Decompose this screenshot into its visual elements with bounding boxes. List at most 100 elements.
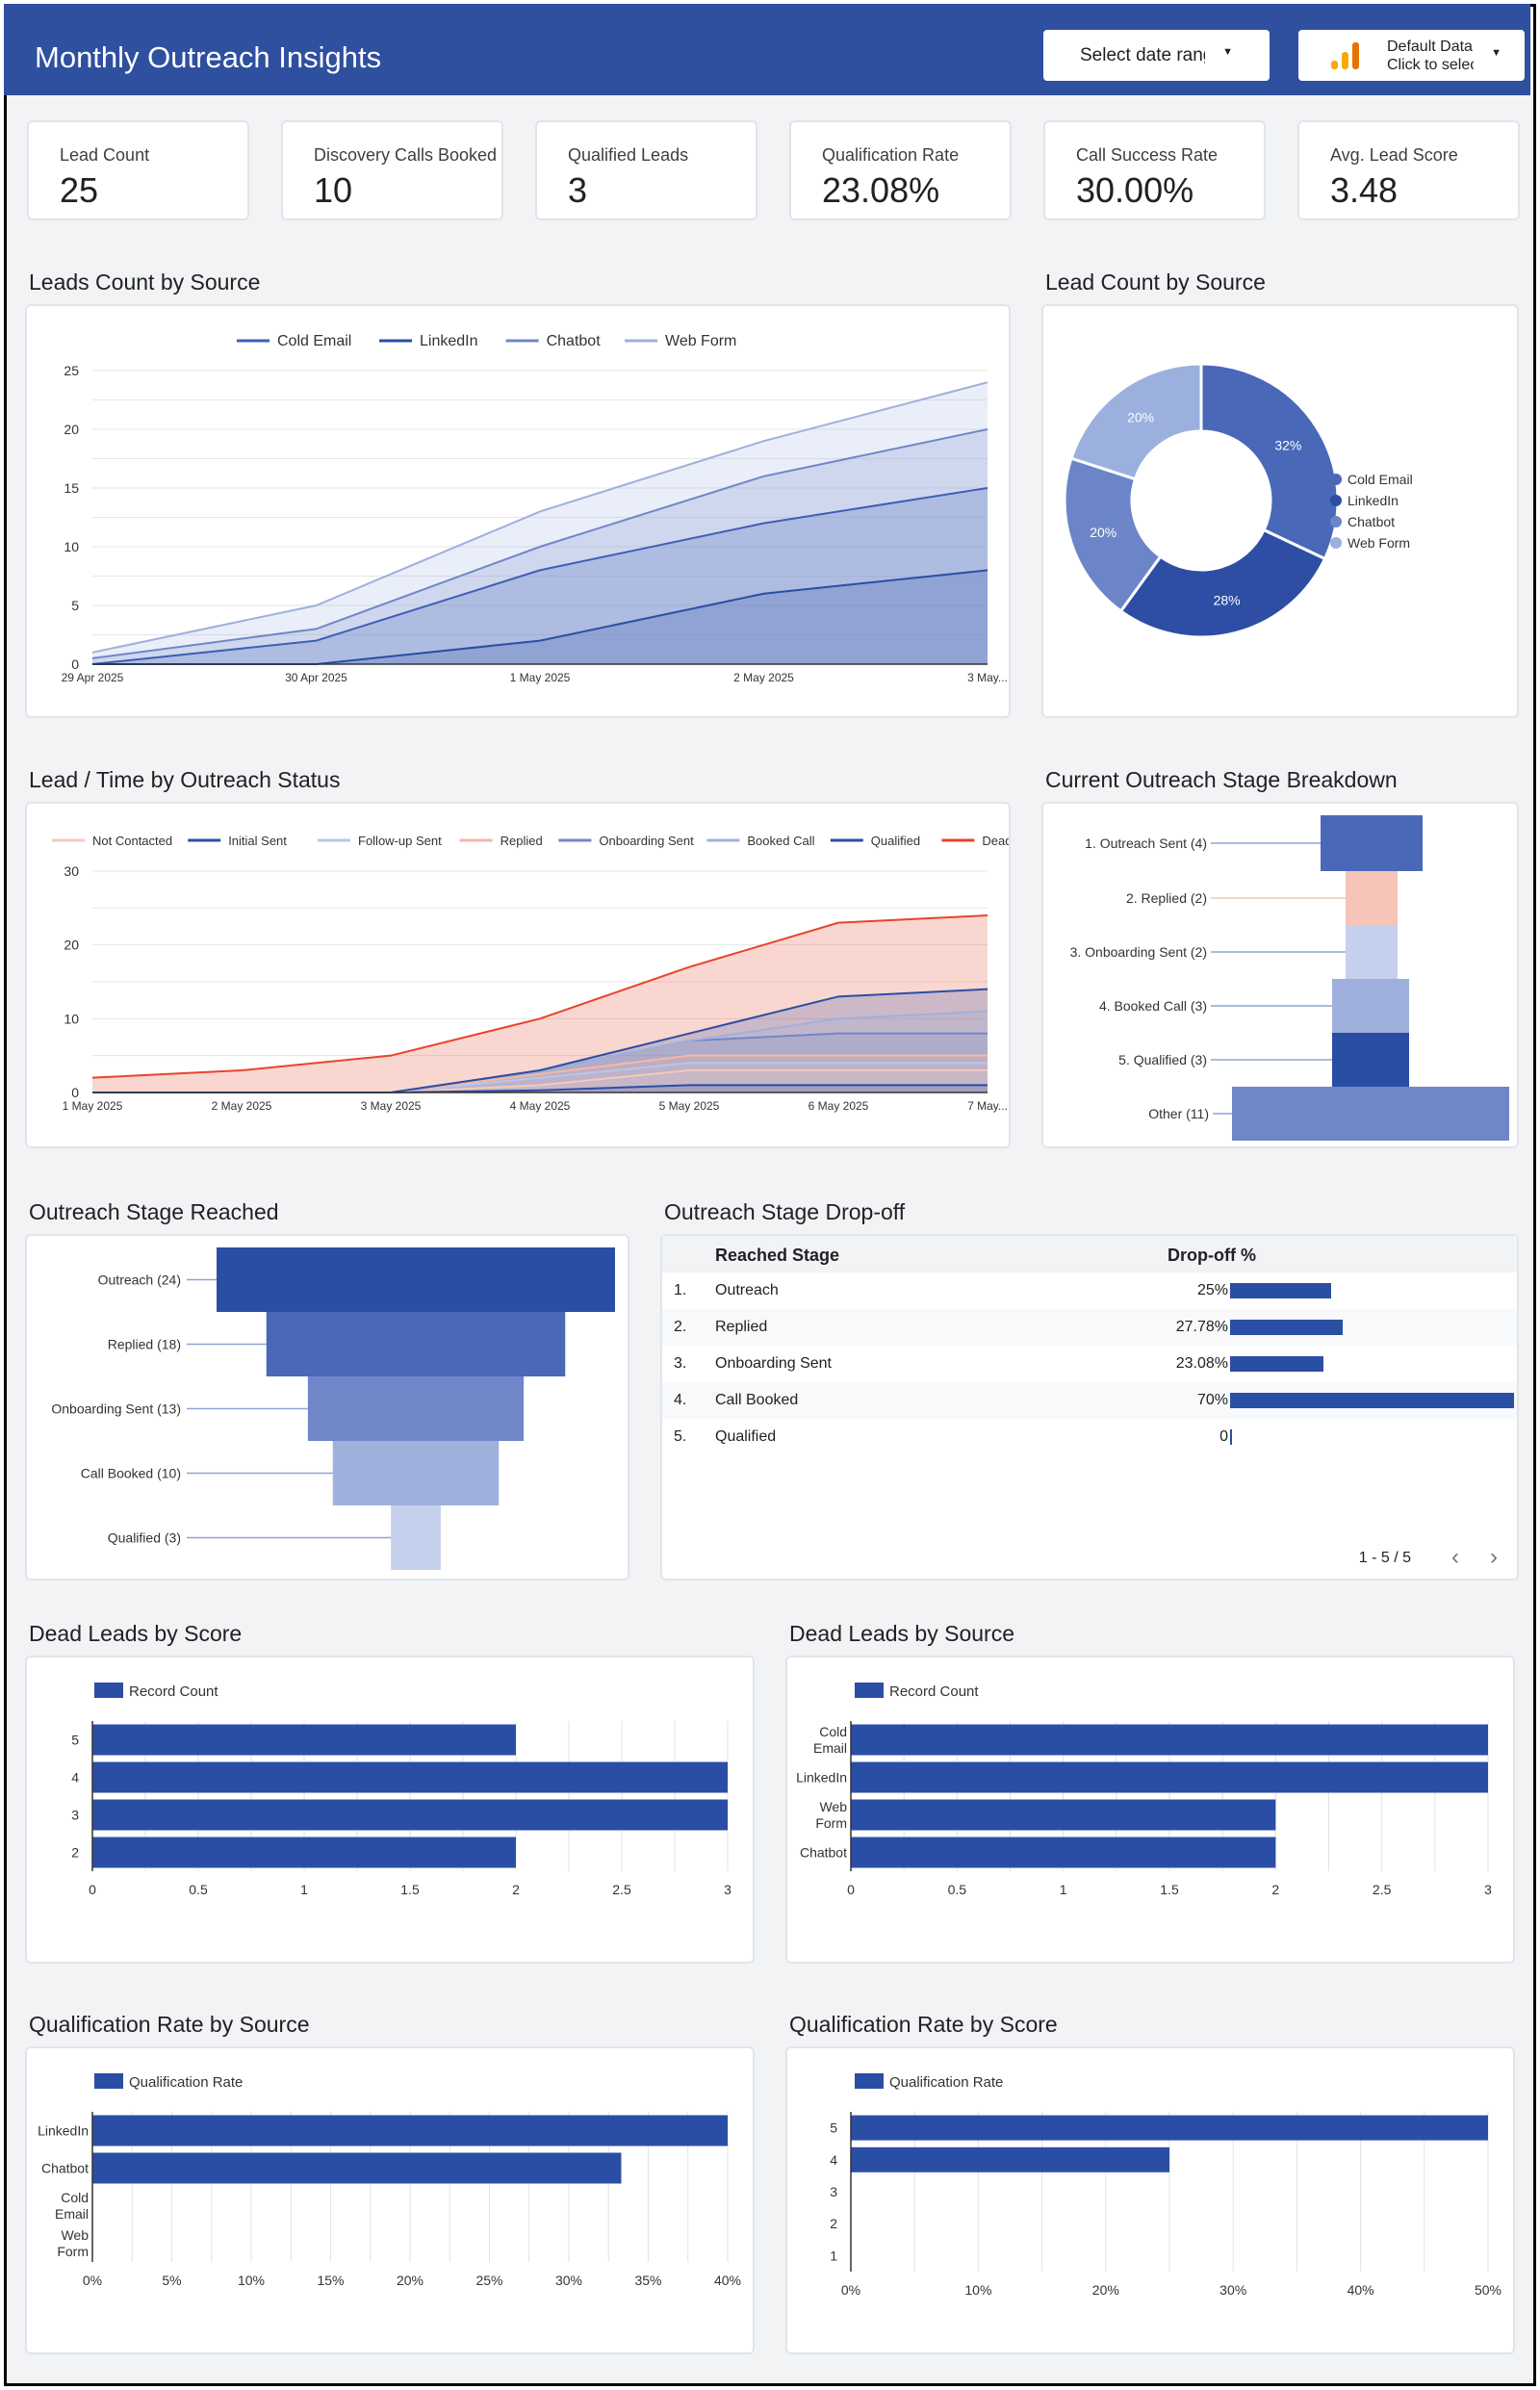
legend-label[interactable]: Replied [500, 834, 543, 848]
legend-label[interactable]: Web Form [1348, 535, 1410, 551]
legend-label[interactable]: Booked Call [747, 834, 814, 848]
table-header: Reached Stage Drop-off % [662, 1236, 1517, 1272]
bar[interactable] [851, 2146, 1169, 2172]
stage-label: 2. Replied (2) [1126, 890, 1207, 906]
legend-label[interactable]: Follow-up Sent [358, 834, 442, 848]
funnel-bar[interactable] [266, 1312, 566, 1376]
series-area [92, 915, 988, 1092]
x-tick-label: 15% [317, 2273, 344, 2288]
x-tick-label: 1.5 [400, 1882, 420, 1897]
legend-label[interactable]: Qualified [871, 834, 920, 848]
series-area [92, 1011, 988, 1092]
x-tick-label: 0% [841, 2282, 860, 2298]
stage-bar[interactable] [1321, 815, 1423, 871]
series-area [92, 1033, 988, 1092]
pie-slice[interactable] [1118, 527, 1327, 639]
stage-bar[interactable] [1232, 1087, 1509, 1141]
legend-label[interactable]: Cold Email [1348, 472, 1413, 487]
legend-label[interactable]: Onboarding Sent [599, 834, 694, 848]
kpi-value: 3 [568, 170, 588, 210]
previous-page-icon[interactable]: ‹ [1451, 1544, 1459, 1570]
x-tick-label: 0 [89, 1882, 96, 1897]
bar[interactable] [92, 1837, 516, 1868]
chevron-down-icon: ▼ [1222, 46, 1233, 58]
pie-slice[interactable] [1199, 362, 1340, 561]
funnel-bar[interactable] [391, 1505, 441, 1570]
section-title: Lead / Time by Outreach Status [29, 767, 341, 792]
legend-label[interactable]: Not Contacted [92, 834, 172, 848]
legend-label[interactable]: Record Count [889, 1683, 979, 1700]
next-page-icon[interactable]: › [1490, 1544, 1498, 1570]
bar[interactable] [851, 1724, 1488, 1756]
legend-label[interactable]: LinkedIn [1348, 493, 1399, 508]
legend-label[interactable]: Chatbot [1348, 514, 1395, 529]
legend-label[interactable]: Dead [982, 834, 1012, 848]
legend-label[interactable]: Cold Email [277, 333, 351, 349]
bar[interactable] [92, 2115, 728, 2146]
slice-label: 20% [1127, 409, 1154, 424]
stage-bar[interactable] [1346, 871, 1398, 925]
y-tick-label: 5 [71, 1733, 79, 1748]
kpi-label: Discovery Calls Booked [314, 145, 498, 165]
date-range-control[interactable]: Select date range ▼ [1043, 30, 1270, 81]
stage-bar[interactable] [1332, 979, 1409, 1033]
bar[interactable] [92, 2152, 622, 2184]
row-dropoff-label: 25% [1196, 1282, 1228, 1298]
legend-label[interactable]: Web Form [665, 333, 736, 349]
bar[interactable] [851, 1799, 1276, 1831]
row-dropoff-label: 27.78% [1175, 1319, 1228, 1335]
y-tick-label: 4 [71, 1770, 79, 1786]
bar[interactable] [851, 1761, 1488, 1793]
x-tick-label: 1 [1060, 1882, 1067, 1897]
funnel-bar[interactable] [217, 1247, 615, 1312]
table-row[interactable]: 4. Call Booked 70% [662, 1382, 1517, 1419]
y-tick-label: 30 [64, 863, 79, 879]
x-tick-label: 0.5 [948, 1882, 967, 1897]
table-row[interactable]: 1. Outreach 25% [662, 1272, 1517, 1309]
section-title: Current Outreach Stage Breakdown [1045, 767, 1398, 792]
y-tick-label: 2 [830, 2216, 837, 2231]
data-source-control[interactable]: Default Data Click to select ▼ [1298, 30, 1525, 81]
bar[interactable] [851, 2115, 1488, 2141]
legend-label[interactable]: Chatbot [547, 333, 602, 349]
y-tick-label: 15 [64, 480, 79, 496]
legend-label[interactable]: Qualification Rate [889, 2074, 1003, 2091]
funnel-label: Call Booked (10) [81, 1466, 181, 1481]
legend-label[interactable]: LinkedIn [420, 333, 478, 349]
bar[interactable] [92, 1761, 728, 1793]
y-tick-label: 4 [830, 2152, 837, 2168]
stage-label: 3. Onboarding Sent (2) [1070, 944, 1207, 960]
pie-slice[interactable] [1063, 456, 1163, 613]
dropoff-bar [1230, 1393, 1514, 1408]
pie-slice[interactable] [1069, 362, 1203, 481]
stage-bar[interactable] [1332, 1033, 1409, 1087]
legend-swatch [855, 2073, 884, 2089]
table-row[interactable]: 5. Qualified 0 [662, 1419, 1517, 1455]
column-header-stage[interactable]: Reached Stage [715, 1246, 840, 1265]
column-header-dropoff[interactable]: Drop-off % [1168, 1246, 1256, 1265]
dropoff-bar [1230, 1429, 1232, 1445]
bar[interactable] [92, 1799, 728, 1831]
series-area [92, 989, 988, 1092]
data-source-hint: Click to select [1387, 57, 1474, 73]
row-dropoff-label: 0 [1219, 1428, 1228, 1445]
funnel-bar[interactable] [332, 1441, 500, 1505]
bar[interactable] [92, 1724, 516, 1756]
funnel-bar[interactable] [307, 1376, 525, 1441]
legend-label[interactable]: Initial Sent [228, 834, 287, 848]
dropoff-bar [1230, 1320, 1344, 1335]
table-row[interactable]: 2. Replied 27.78% [662, 1309, 1517, 1346]
qual-by-score-card: Qualification Rate 0% 10% 20% 30% 40% 50% 5 4 3 2 1 [785, 2046, 1515, 2354]
table-row[interactable]: 3. Onboarding Sent 23.08% [662, 1346, 1517, 1382]
bar[interactable] [851, 1837, 1276, 1868]
y-tick-label: Form [815, 1815, 847, 1831]
legend-swatch [1330, 537, 1342, 549]
section-title: Dead Leads by Source [789, 1621, 1014, 1646]
y-tick-label: 0 [71, 656, 79, 672]
x-tick-label: 40% [1348, 2282, 1374, 2298]
legend-label[interactable]: Record Count [129, 1683, 218, 1700]
y-tick-label: Cold [61, 2190, 89, 2205]
x-tick-label: 5% [162, 2273, 181, 2288]
stage-bar[interactable] [1346, 925, 1398, 979]
legend-label[interactable]: Qualification Rate [129, 2074, 243, 2091]
